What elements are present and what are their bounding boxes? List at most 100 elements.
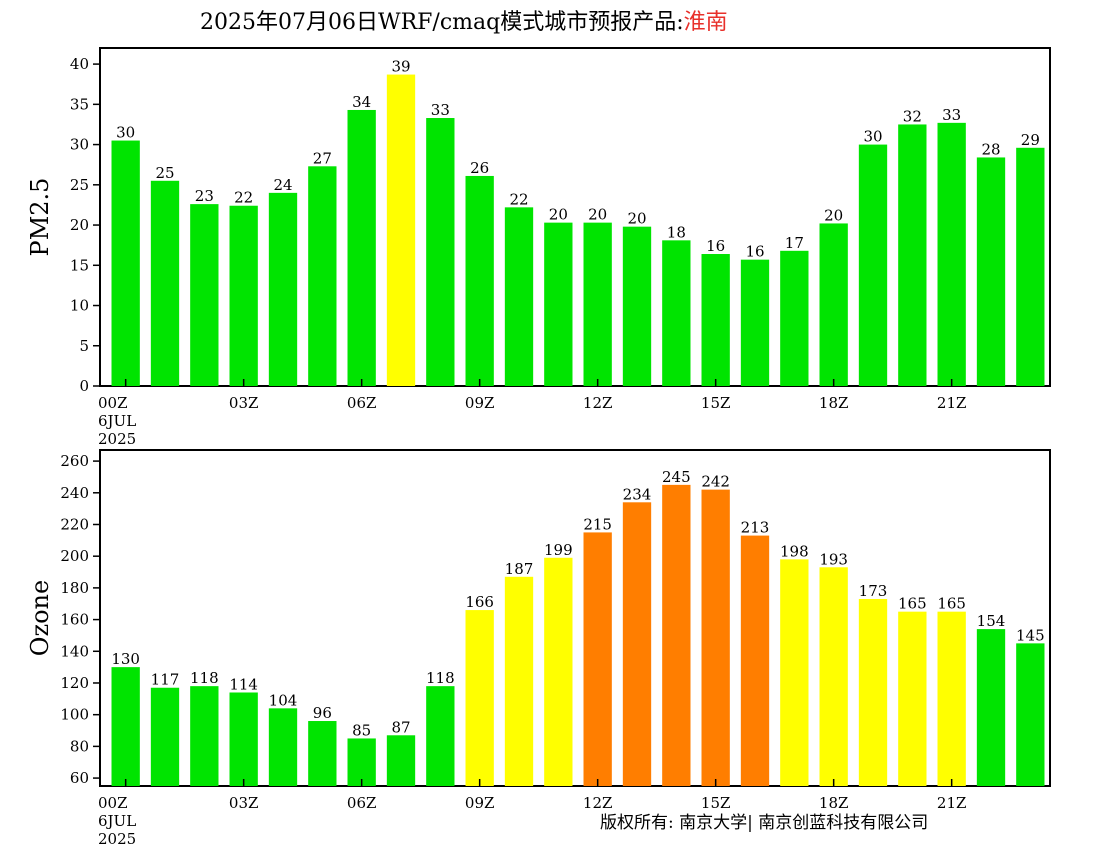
data-label-12Z: 215: [583, 515, 612, 533]
bar-14Z: [662, 240, 691, 386]
bar-11Z: [544, 557, 573, 786]
bar-07Z: [386, 735, 416, 786]
bar-16Z: [740, 259, 770, 386]
bar-22Z: [976, 629, 1006, 786]
y-tick-label: 35: [70, 95, 89, 113]
bar-17Z: [780, 250, 809, 386]
bar-05Z: [308, 721, 337, 786]
data-label-07Z: 87: [391, 718, 410, 736]
chart-title-prefix: 2025年07月06日WRF/cmaq模式城市预报产品:: [200, 10, 684, 35]
data-label-04Z: 104: [269, 691, 298, 709]
y-tick-label: 60: [70, 769, 89, 787]
bar-03Z: [229, 205, 258, 386]
data-label-02Z: 118: [190, 669, 219, 687]
data-label-21Z: 165: [937, 595, 966, 613]
y-tick-label: 260: [60, 452, 89, 470]
x-tick-label: 00Z: [98, 794, 128, 812]
data-label-20Z: 165: [898, 595, 927, 613]
x-tick-label: 18Z: [819, 794, 849, 812]
x-tick-label: 03Z: [229, 394, 259, 412]
y-tick-label: 100: [60, 706, 89, 724]
bar-13Z: [622, 226, 652, 386]
x-tick-label: 6JUL: [98, 812, 136, 830]
data-label-06Z: 85: [352, 721, 371, 739]
bar-13Z: [622, 502, 652, 786]
data-label-20Z: 32: [903, 107, 922, 125]
x-tick-label: 03Z: [229, 794, 259, 812]
data-label-22Z: 154: [977, 612, 1006, 630]
y-tick-label: 30: [70, 136, 89, 154]
data-label-13Z: 20: [627, 210, 646, 228]
bar-15Z: [701, 254, 730, 386]
bar-21Z: [937, 122, 966, 386]
data-label-16Z: 213: [741, 519, 770, 537]
x-tick-label: 00Z: [98, 394, 128, 412]
bar-12Z: [583, 532, 612, 786]
data-label-08Z: 33: [431, 101, 450, 119]
data-label-23Z: 145: [1016, 626, 1045, 644]
bar-09Z: [465, 175, 494, 386]
data-label-10Z: 187: [505, 560, 534, 578]
bar-04Z: [268, 192, 298, 386]
x-tick-label: 06Z: [347, 394, 377, 412]
data-label-10Z: 22: [509, 190, 528, 208]
chart-title-city: 淮南: [684, 10, 728, 35]
x-tick-label: 21Z: [937, 794, 967, 812]
bar-09Z: [465, 610, 494, 786]
data-label-05Z: 27: [313, 149, 332, 167]
y-tick-label: 25: [70, 176, 89, 194]
y-tick-label: 200: [60, 547, 89, 565]
data-label-01Z: 117: [151, 671, 180, 689]
bar-10Z: [504, 207, 534, 386]
bar-04Z: [268, 708, 298, 786]
plot-frame: [99, 47, 1051, 387]
bar-11Z: [544, 222, 573, 386]
y-tick-label: 140: [60, 642, 89, 660]
x-tick-label: 09Z: [465, 394, 495, 412]
data-label-09Z: 26: [470, 159, 489, 177]
x-tick-label: 21Z: [937, 394, 967, 412]
bar-20Z: [898, 124, 927, 386]
data-label-22Z: 28: [981, 140, 1000, 158]
bar-08Z: [426, 118, 455, 386]
data-label-23Z: 29: [1021, 131, 1040, 149]
bar-22Z: [976, 157, 1006, 386]
data-label-09Z: 166: [465, 593, 494, 611]
bar-15Z: [701, 489, 730, 786]
x-tick-label: 15Z: [701, 794, 731, 812]
bar-17Z: [780, 559, 809, 786]
data-label-18Z: 20: [824, 206, 843, 224]
bar-12Z: [583, 222, 612, 386]
y-tick-label: 80: [70, 737, 89, 755]
y-tick-label: 180: [60, 579, 89, 597]
y-tick-label: 0: [79, 377, 89, 395]
bar-16Z: [740, 535, 770, 786]
bar-10Z: [504, 576, 534, 786]
y-tick-label: 240: [60, 484, 89, 502]
bar-21Z: [937, 611, 966, 786]
data-label-04Z: 24: [273, 176, 292, 194]
y-tick-label: 15: [70, 256, 89, 274]
data-label-08Z: 118: [426, 669, 455, 687]
bar-01Z: [150, 180, 180, 386]
y-tick-label: 10: [70, 297, 89, 315]
y-tick-label: 40: [70, 55, 89, 73]
data-label-16Z: 16: [745, 243, 764, 261]
bar-02Z: [190, 686, 219, 786]
plot-frame: [99, 449, 1051, 787]
x-tick-label: 2025: [98, 430, 136, 448]
data-label-19Z: 30: [863, 128, 882, 146]
data-label-17Z: 198: [780, 542, 809, 560]
bar-18Z: [819, 567, 848, 786]
bar-00Z: [111, 140, 140, 386]
bar-07Z: [386, 74, 416, 387]
bar-23Z: [1016, 147, 1045, 386]
data-label-07Z: 39: [391, 58, 410, 76]
data-label-18Z: 193: [819, 550, 848, 568]
bar-05Z: [308, 166, 337, 386]
bar-19Z: [858, 598, 888, 786]
data-label-14Z: 245: [662, 468, 691, 486]
y-tick-label: 120: [60, 674, 89, 692]
data-label-01Z: 25: [155, 164, 174, 182]
